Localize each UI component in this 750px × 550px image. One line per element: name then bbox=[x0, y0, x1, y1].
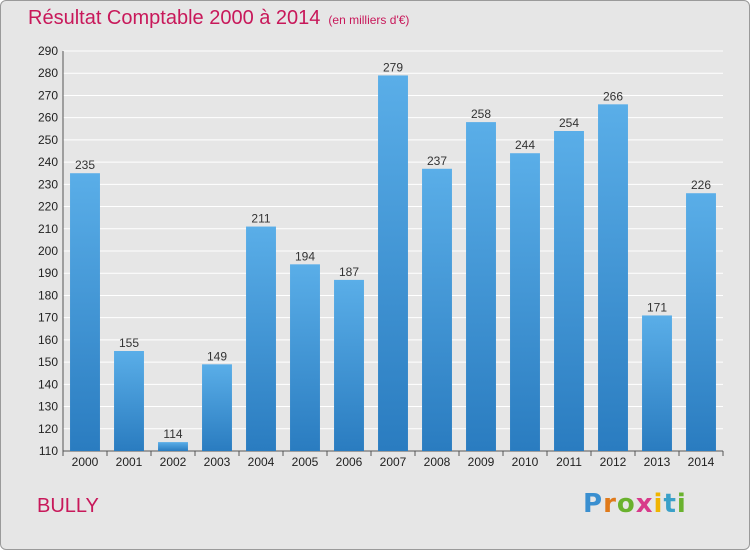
bar-2003 bbox=[202, 364, 232, 451]
data-label-2000: 235 bbox=[75, 158, 95, 172]
logo-letter-i1: i bbox=[653, 489, 664, 519]
x-tick-label-2009: 2009 bbox=[468, 455, 495, 469]
logo-letter-o: o bbox=[616, 489, 636, 519]
y-tick-label: 120 bbox=[38, 422, 58, 436]
bar-2013 bbox=[642, 315, 672, 451]
axis-layer: 110 120 130 140 150 160 170 180 190 200 210 220 230 2… bbox=[38, 44, 724, 469]
data-label-2006: 187 bbox=[339, 265, 359, 279]
x-tick-label-2005: 2005 bbox=[292, 455, 319, 469]
x-tick-label-2003: 2003 bbox=[204, 455, 231, 469]
x-tick-label-2007: 2007 bbox=[380, 455, 407, 469]
data-label-2005: 194 bbox=[295, 249, 315, 263]
y-tick-label: 240 bbox=[38, 155, 58, 169]
logo-letter-i2: i bbox=[676, 489, 687, 519]
x-tick-label-2014: 2014 bbox=[688, 455, 715, 469]
logo-letter-x: x bbox=[635, 489, 654, 519]
chart-title: Résultat Comptable 2000 à 2014 (en millie… bbox=[28, 7, 409, 30]
bar-2000 bbox=[70, 173, 100, 451]
bar-2004 bbox=[246, 226, 276, 451]
logo-letter-r: r bbox=[603, 489, 617, 519]
y-tick-label: 210 bbox=[38, 222, 58, 236]
x-tick-label-2010: 2010 bbox=[512, 455, 539, 469]
bar-layer bbox=[70, 75, 716, 451]
bar-2001 bbox=[114, 351, 144, 451]
x-tick-label-2008: 2008 bbox=[424, 455, 451, 469]
y-tick-label: 150 bbox=[38, 355, 58, 369]
x-tick-label-2004: 2004 bbox=[248, 455, 275, 469]
bar-2007 bbox=[378, 75, 408, 451]
y-tick-label: 140 bbox=[38, 377, 58, 391]
y-tick-label: 220 bbox=[38, 200, 58, 214]
x-tick-label-2012: 2012 bbox=[600, 455, 627, 469]
data-label-2004: 211 bbox=[251, 212, 270, 226]
chart-unit-note: (en milliers d'€) bbox=[328, 13, 410, 27]
data-label-2012: 266 bbox=[603, 89, 623, 103]
bar-2012 bbox=[598, 104, 628, 451]
x-tick-label-2002: 2002 bbox=[160, 455, 187, 469]
data-label-2001: 155 bbox=[119, 336, 139, 350]
place-name: BULLY bbox=[37, 495, 99, 517]
bar-2014 bbox=[686, 193, 716, 451]
bar-2006 bbox=[334, 279, 364, 451]
label-layer: 235 155 114 149 211 194 187 279 237 258 244 254 266 1… bbox=[75, 60, 711, 441]
y-tick-label: 270 bbox=[38, 88, 58, 102]
data-label-2013: 171 bbox=[647, 300, 667, 314]
data-label-2003: 149 bbox=[207, 349, 227, 363]
proxiti-logo[interactable]: Proxiti bbox=[583, 489, 687, 519]
y-tick-label: 160 bbox=[38, 333, 58, 347]
x-tick-label-2000: 2000 bbox=[72, 455, 99, 469]
bar-2010 bbox=[510, 153, 540, 451]
data-label-2007: 279 bbox=[383, 60, 403, 74]
x-tick-label-2011: 2011 bbox=[556, 455, 582, 469]
y-tick-label: 250 bbox=[38, 133, 58, 147]
x-tick-label-2013: 2013 bbox=[644, 455, 671, 469]
y-tick-label: 260 bbox=[38, 111, 58, 125]
data-label-2014: 226 bbox=[691, 178, 711, 192]
data-label-2009: 258 bbox=[471, 107, 491, 121]
chart-title-text: Résultat Comptable 2000 à 2014 bbox=[28, 7, 321, 29]
y-tick-label: 180 bbox=[38, 288, 58, 302]
x-tick-label-2001: 2001 bbox=[116, 455, 143, 469]
y-tick-label: 280 bbox=[38, 66, 58, 80]
y-tick-label: 190 bbox=[38, 266, 58, 280]
bar-2005 bbox=[290, 264, 320, 451]
x-tick-label-2006: 2006 bbox=[336, 455, 363, 469]
y-tick-label: 170 bbox=[38, 311, 58, 325]
bar-2009 bbox=[466, 122, 496, 451]
y-tick-label: 200 bbox=[38, 244, 58, 258]
data-label-2002: 114 bbox=[163, 427, 182, 441]
y-tick-label: 130 bbox=[38, 400, 58, 414]
logo-letter-p: P bbox=[583, 489, 604, 519]
y-tick-label: 230 bbox=[38, 177, 58, 191]
data-label-2011: 254 bbox=[559, 116, 579, 130]
data-label-2010: 244 bbox=[515, 138, 535, 152]
bar-2008 bbox=[422, 168, 452, 451]
data-label-2008: 237 bbox=[427, 154, 447, 168]
logo-letter-t: t bbox=[663, 489, 677, 519]
bar-2002 bbox=[158, 442, 188, 451]
y-tick-label: 110 bbox=[39, 444, 58, 458]
bar-2011 bbox=[554, 131, 584, 451]
y-tick-label: 290 bbox=[38, 44, 58, 58]
